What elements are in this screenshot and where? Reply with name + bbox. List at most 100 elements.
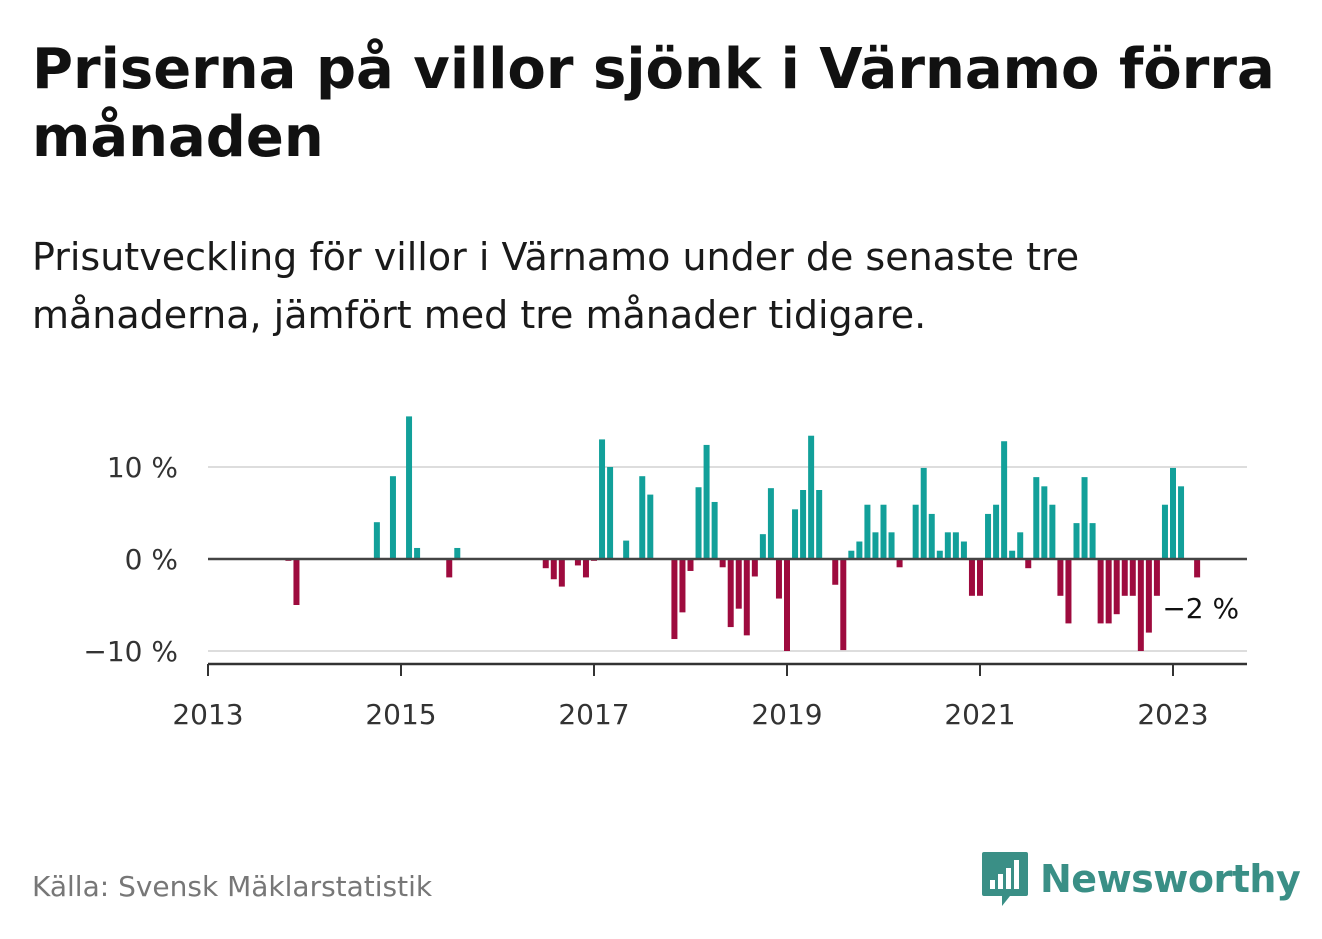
bar bbox=[968, 559, 975, 596]
bar bbox=[952, 532, 959, 559]
bar bbox=[864, 504, 871, 559]
bar bbox=[293, 559, 300, 605]
x-tick-label: 2023 bbox=[1137, 698, 1208, 731]
brand-logo[interactable]: Newsworthy bbox=[980, 850, 1301, 908]
brand-name: Newsworthy bbox=[1040, 857, 1301, 901]
y-tick-label: 0 % bbox=[125, 543, 178, 576]
bar bbox=[1025, 559, 1032, 569]
bar bbox=[960, 541, 967, 559]
bar-chart: 10 % 0 % −10 % 2013 2015 2017 2019 2021 2023 −2… bbox=[83, 416, 1247, 731]
bar bbox=[719, 559, 726, 568]
bars bbox=[285, 416, 1201, 651]
bar bbox=[1178, 486, 1185, 559]
bar bbox=[599, 439, 606, 559]
bar bbox=[607, 467, 614, 559]
x-tick-label: 2015 bbox=[365, 698, 436, 731]
bar bbox=[1081, 477, 1088, 559]
bar bbox=[840, 559, 847, 651]
bar bbox=[1170, 467, 1176, 559]
x-tick-label: 2013 bbox=[172, 698, 243, 731]
bar bbox=[896, 559, 903, 568]
bar bbox=[1065, 559, 1072, 624]
bar bbox=[1049, 504, 1056, 559]
x-tick-label: 2021 bbox=[944, 698, 1015, 731]
bar bbox=[912, 504, 919, 559]
bar bbox=[808, 435, 815, 559]
bar bbox=[735, 559, 742, 609]
bar bbox=[977, 559, 983, 596]
bar bbox=[743, 559, 750, 636]
newsworthy-logo-icon bbox=[982, 852, 1028, 906]
bar bbox=[1153, 559, 1160, 596]
bar bbox=[1105, 559, 1112, 624]
bar bbox=[1089, 523, 1096, 559]
bar bbox=[856, 541, 863, 559]
bar bbox=[1145, 559, 1152, 633]
bar bbox=[1073, 523, 1080, 559]
bar bbox=[832, 559, 839, 585]
bar bbox=[1033, 477, 1040, 559]
bar bbox=[985, 513, 992, 559]
bar bbox=[816, 490, 823, 559]
bar bbox=[558, 559, 565, 587]
bar bbox=[1001, 441, 1008, 559]
bar bbox=[767, 488, 774, 559]
bar bbox=[928, 513, 935, 559]
bar bbox=[1137, 559, 1144, 651]
bar bbox=[446, 559, 453, 578]
bar bbox=[542, 559, 549, 569]
y-axis-ticks: 10 % 0 % −10 % bbox=[83, 451, 178, 668]
bar bbox=[389, 476, 396, 559]
y-tick-label: 10 % bbox=[107, 451, 178, 484]
bar bbox=[936, 550, 943, 559]
annotations: −2 % bbox=[1162, 592, 1239, 625]
bar bbox=[574, 559, 581, 566]
bar bbox=[872, 532, 879, 559]
bar bbox=[880, 504, 887, 559]
x-tick-label: 2017 bbox=[558, 698, 629, 731]
bar bbox=[888, 532, 895, 559]
bar bbox=[920, 467, 927, 559]
bar bbox=[711, 501, 718, 559]
bar bbox=[775, 559, 782, 599]
bar bbox=[751, 559, 758, 577]
bar bbox=[993, 504, 1000, 559]
x-tick-label: 2019 bbox=[751, 698, 822, 731]
bar bbox=[687, 559, 694, 571]
bar bbox=[623, 540, 630, 559]
latest-value-label: −2 % bbox=[1162, 592, 1239, 625]
bar bbox=[1194, 559, 1201, 578]
bar bbox=[639, 476, 646, 559]
bar bbox=[703, 444, 710, 559]
bar bbox=[792, 509, 799, 559]
bar bbox=[550, 559, 557, 580]
gridlines bbox=[208, 466, 1247, 652]
bar bbox=[679, 559, 686, 613]
bar bbox=[1121, 559, 1128, 596]
bar bbox=[1161, 504, 1168, 559]
bar bbox=[454, 547, 461, 559]
bar bbox=[671, 559, 678, 640]
bar bbox=[1009, 550, 1016, 559]
bar bbox=[1041, 486, 1048, 559]
bar bbox=[414, 547, 421, 559]
bar bbox=[784, 559, 790, 651]
axes bbox=[208, 557, 1247, 666]
chart-subtitle: Prisutveckling för villor i Värnamo unde… bbox=[32, 235, 1080, 337]
bar bbox=[1129, 559, 1136, 596]
x-axis-ticks: 2013 2015 2017 2019 2021 2023 bbox=[172, 664, 1209, 731]
chart-title: Priserna på villor sjönk i Värnamo förra… bbox=[32, 37, 1275, 170]
bar bbox=[1113, 559, 1120, 615]
bar bbox=[406, 416, 413, 559]
bar bbox=[1057, 559, 1064, 596]
bar bbox=[848, 550, 855, 559]
bar bbox=[727, 559, 734, 628]
bar bbox=[800, 490, 807, 559]
bar bbox=[695, 487, 702, 559]
bar bbox=[1017, 532, 1024, 559]
bar bbox=[373, 522, 380, 559]
source-note: Källa: Svensk Mäklarstatistik bbox=[32, 870, 433, 903]
bar bbox=[582, 559, 589, 578]
bar bbox=[1097, 559, 1104, 624]
y-tick-label: −10 % bbox=[83, 635, 178, 668]
